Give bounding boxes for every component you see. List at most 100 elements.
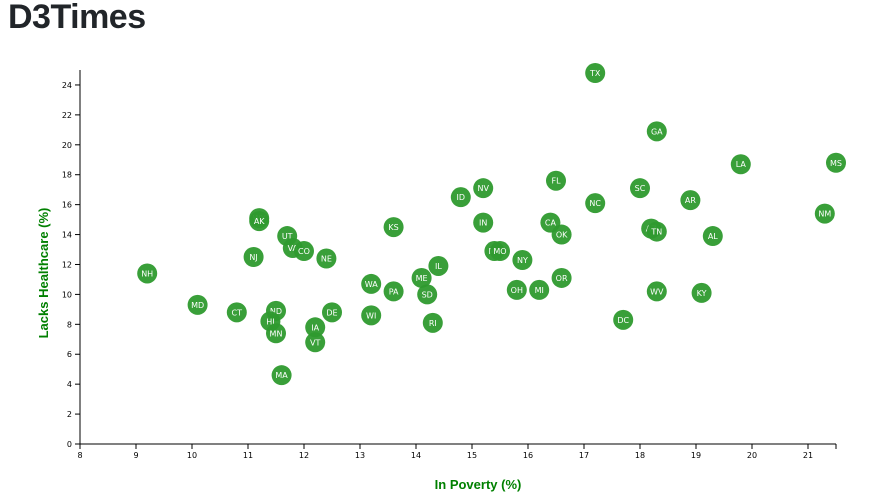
data-point-dc[interactable]: DC: [613, 309, 634, 330]
state-marker[interactable]: [473, 178, 494, 199]
state-marker[interactable]: [305, 317, 326, 338]
state-marker[interactable]: [490, 241, 510, 262]
data-point-co[interactable]: CO: [294, 241, 314, 262]
data-point-tn[interactable]: TN: [646, 221, 667, 242]
state-marker[interactable]: [826, 152, 846, 173]
state-marker[interactable]: [361, 305, 382, 326]
data-point-fl[interactable]: FL: [546, 170, 566, 191]
data-point-la[interactable]: LA: [730, 154, 751, 175]
state-marker[interactable]: [585, 62, 606, 83]
data-point-mo[interactable]: MO: [490, 241, 510, 262]
data-point-mn[interactable]: MN: [266, 323, 286, 344]
state-marker[interactable]: [187, 294, 208, 315]
data-point-ri[interactable]: RI: [422, 312, 443, 333]
state-marker[interactable]: [316, 248, 337, 269]
data-point-tx[interactable]: TX: [585, 62, 606, 83]
data-point-ny[interactable]: NY: [512, 249, 533, 270]
data-point-ia[interactable]: IA: [305, 317, 326, 338]
state-marker[interactable]: [814, 203, 835, 224]
data-point-ms[interactable]: MS: [826, 152, 846, 173]
data-point-wa[interactable]: WA: [361, 273, 382, 294]
data-point-oh[interactable]: OH: [506, 279, 527, 300]
state-label: WV: [650, 287, 664, 296]
data-point-vt[interactable]: VT: [305, 332, 326, 353]
x-tick-label: 12: [299, 451, 309, 460]
data-point-ne[interactable]: NE: [316, 248, 337, 269]
data-point-id[interactable]: ID: [450, 187, 471, 208]
data-point-in[interactable]: IN: [473, 212, 494, 233]
state-marker[interactable]: [646, 221, 667, 242]
data-point-pa[interactable]: PA: [383, 281, 404, 302]
state-marker[interactable]: [630, 178, 650, 199]
state-marker[interactable]: [551, 224, 572, 245]
data-point-nh[interactable]: NH: [137, 263, 158, 284]
state-marker[interactable]: [137, 263, 158, 284]
x-tick-label: 21: [803, 451, 813, 460]
data-point-nj[interactable]: NJ: [243, 247, 264, 267]
state-marker[interactable]: [428, 255, 449, 276]
state-marker[interactable]: [450, 187, 471, 208]
state-marker[interactable]: [529, 279, 550, 300]
state-label: AL: [708, 232, 718, 241]
data-point-md[interactable]: MD: [187, 294, 208, 315]
data-point-ma[interactable]: MA: [271, 365, 292, 386]
state-marker[interactable]: [249, 211, 270, 232]
data-point-il[interactable]: IL: [428, 255, 449, 276]
state-marker[interactable]: [294, 241, 314, 262]
data-point-nc[interactable]: NC: [585, 193, 606, 214]
state-marker[interactable]: [613, 309, 634, 330]
state-marker[interactable]: [226, 302, 247, 323]
data-point-wi[interactable]: WI: [361, 305, 382, 326]
state-label: NM: [818, 210, 831, 219]
state-marker[interactable]: [585, 193, 606, 214]
x-tick-label: 13: [355, 451, 365, 460]
state-marker[interactable]: [411, 267, 432, 288]
data-point-ky[interactable]: KY: [691, 282, 712, 303]
data-point-ga[interactable]: GA: [646, 121, 667, 142]
state-marker[interactable]: [551, 267, 572, 288]
y-tick-label: 22: [62, 111, 72, 120]
state-marker[interactable]: [546, 170, 566, 191]
data-point-nm[interactable]: NM: [814, 203, 835, 224]
state-marker[interactable]: [646, 121, 667, 142]
state-marker[interactable]: [730, 154, 751, 175]
state-marker[interactable]: [361, 273, 382, 294]
state-marker[interactable]: [417, 284, 438, 305]
data-point-nv[interactable]: NV: [473, 178, 494, 199]
state-marker[interactable]: [243, 247, 264, 267]
data-point-me[interactable]: ME: [411, 267, 432, 288]
state-marker[interactable]: [702, 226, 723, 247]
state-marker[interactable]: [422, 312, 443, 333]
data-point-ks[interactable]: KS: [383, 217, 404, 238]
state-marker[interactable]: [383, 217, 404, 238]
x-axis-title[interactable]: In Poverty (%): [435, 477, 522, 492]
state-label: CO: [298, 247, 310, 256]
state-marker[interactable]: [383, 281, 404, 302]
y-axis-title[interactable]: Lacks Healthcare (%): [36, 208, 51, 339]
state-marker[interactable]: [322, 302, 342, 323]
state-marker[interactable]: [512, 249, 533, 270]
x-tick-label: 10: [187, 451, 197, 460]
data-point-al[interactable]: AL: [702, 226, 723, 247]
data-point-sd[interactable]: SD: [417, 284, 438, 305]
state-marker[interactable]: [691, 282, 712, 303]
data-point-ct[interactable]: CT: [226, 302, 247, 323]
data-point-mi[interactable]: MI: [529, 279, 550, 300]
data-point-ok[interactable]: OK: [551, 224, 572, 245]
data-point-or[interactable]: OR: [551, 267, 572, 288]
state-label: HI: [266, 317, 274, 326]
state-marker[interactable]: [646, 281, 667, 302]
data-point-sc[interactable]: SC: [630, 178, 650, 199]
state-marker[interactable]: [271, 365, 292, 386]
state-marker[interactable]: [305, 332, 326, 353]
data-point-ar[interactable]: AR: [680, 190, 701, 211]
state-marker[interactable]: [680, 190, 701, 211]
data-point-de[interactable]: DE: [322, 302, 342, 323]
data-point-wv[interactable]: WV: [646, 281, 667, 302]
state-label: VT: [310, 338, 320, 347]
data-point-ak[interactable]: AK: [249, 211, 270, 232]
state-marker[interactable]: [506, 279, 527, 300]
state-marker[interactable]: [473, 212, 494, 233]
state-marker[interactable]: [266, 323, 286, 344]
